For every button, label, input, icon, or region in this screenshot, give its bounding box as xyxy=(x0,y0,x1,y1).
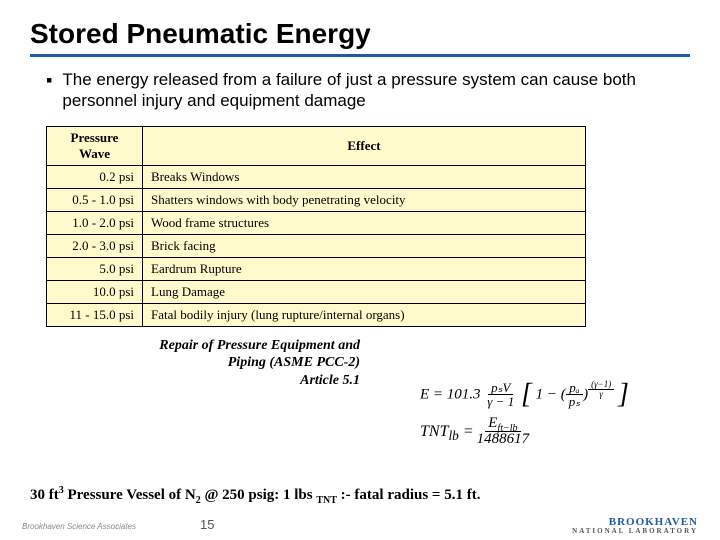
brookhaven-logo: BROOKHAVEN NATIONAL LABORATORY xyxy=(572,518,698,534)
table-row: 5.0 psiEardrum Rupture xyxy=(47,257,586,280)
title-underline xyxy=(30,54,690,57)
table-row: 10.0 psiLung Damage xyxy=(47,280,586,303)
footer-affiliation: Brookhaven Science Associates xyxy=(22,522,136,531)
eq1-frac1: pₛV γ − 1 xyxy=(484,381,517,408)
effect-cell: Breaks Windows xyxy=(143,165,586,188)
eq1-mid: 1 − ( xyxy=(536,386,566,402)
effect-cell: Fatal bodily injury (lung rupture/intern… xyxy=(143,303,586,326)
table-row: 0.2 psiBreaks Windows xyxy=(47,165,586,188)
effect-cell: Shatters windows with body penetrating v… xyxy=(143,188,586,211)
pressure-cell: 10.0 psi xyxy=(47,280,143,303)
table-row: 0.5 - 1.0 psiShatters windows with body … xyxy=(47,188,586,211)
reference-line3: Article 5.1 xyxy=(300,373,360,388)
table-header-row: Pressure Wave Effect xyxy=(47,126,586,165)
eq1-frac2: pₐ pₛ xyxy=(566,381,583,408)
table-row: 1.0 - 2.0 psiWood frame structures xyxy=(47,211,586,234)
pressure-cell: 11 - 15.0 psi xyxy=(47,303,143,326)
pressure-cell: 2.0 - 3.0 psi xyxy=(47,234,143,257)
reference-line2: Piping (ASME PCC-2) xyxy=(228,355,360,370)
footer-example: 30 ft3 Pressure Vessel of N2 @ 250 psig:… xyxy=(30,487,480,504)
table-row: 11 - 15.0 psiFatal bodily injury (lung r… xyxy=(47,303,586,326)
pressure-cell: 1.0 - 2.0 psi xyxy=(47,211,143,234)
eq2-lhs: TNTlb = xyxy=(420,423,474,441)
eq1-lhs: E = 101.3 xyxy=(420,386,481,402)
effect-cell: Lung Damage xyxy=(143,280,586,303)
tnt-equation: TNTlb = Eft−lb 1488617 xyxy=(420,416,650,447)
effect-cell: Eardrum Rupture xyxy=(143,257,586,280)
pressure-cell: 5.0 psi xyxy=(47,257,143,280)
formulas-block: E = 101.3 pₛV γ − 1 [ 1 − ( pₐ pₛ ) (γ−1… xyxy=(420,380,650,447)
eq1-exponent: (γ−1) γ xyxy=(588,380,614,399)
header-effect: Effect xyxy=(143,126,586,165)
close-bracket-icon: ] xyxy=(618,379,629,410)
header-pressure: Pressure Wave xyxy=(47,126,143,165)
slide-title: Stored Pneumatic Energy xyxy=(30,18,690,50)
reference-line1: Repair of Pressure Equipment and xyxy=(159,338,360,353)
footer-bar: Brookhaven Science Associates BROOKHAVEN… xyxy=(0,512,720,540)
open-bracket-icon: [ xyxy=(521,379,532,410)
slide: Stored Pneumatic Energy ▪ The energy rel… xyxy=(0,0,720,540)
reference-citation: Repair of Pressure Equipment and Piping … xyxy=(60,337,360,390)
bullet-text: The energy released from a failure of ju… xyxy=(62,69,690,112)
effect-cell: Brick facing xyxy=(143,234,586,257)
energy-equation: E = 101.3 pₛV γ − 1 [ 1 − ( pₐ pₛ ) (γ−1… xyxy=(420,380,650,408)
bullet-row: ▪ The energy released from a failure of … xyxy=(30,69,690,112)
pressure-table: Pressure Wave Effect 0.2 psiBreaks Windo… xyxy=(46,126,586,327)
pressure-cell: 0.5 - 1.0 psi xyxy=(47,188,143,211)
eq2-frac: Eft−lb 1488617 xyxy=(474,416,533,447)
table-container: Pressure Wave Effect 0.2 psiBreaks Windo… xyxy=(46,126,690,327)
pressure-cell: 0.2 psi xyxy=(47,165,143,188)
table-row: 2.0 - 3.0 psiBrick facing xyxy=(47,234,586,257)
bullet-icon: ▪ xyxy=(46,71,52,89)
effect-cell: Wood frame structures xyxy=(143,211,586,234)
